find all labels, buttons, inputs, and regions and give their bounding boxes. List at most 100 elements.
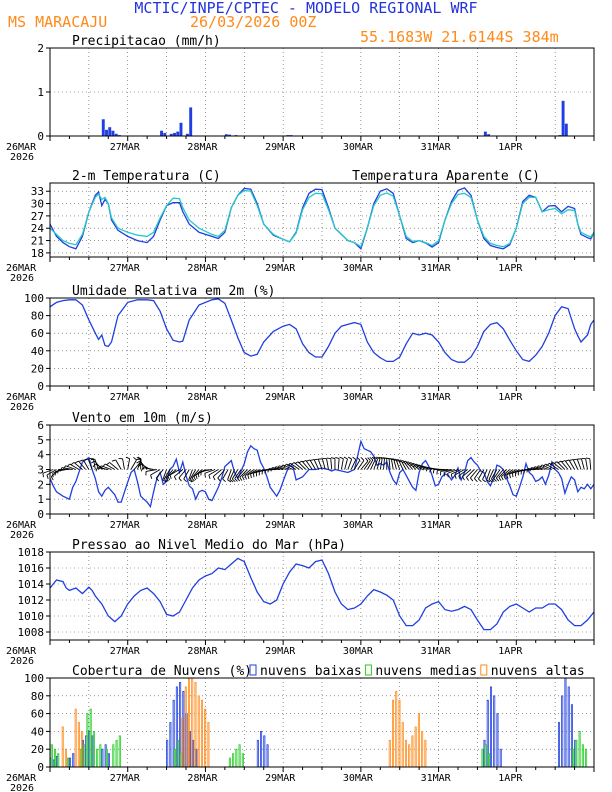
wind-barb-feather <box>227 479 232 483</box>
bar <box>160 130 164 136</box>
wind-barb <box>92 458 96 470</box>
bar <box>163 132 167 136</box>
wind-barb <box>486 469 491 480</box>
series-Umidade-Relativa <box>49 298 595 363</box>
wind-barb-feather <box>371 456 376 460</box>
x-tick-label: 29MAR <box>265 392 296 403</box>
wind-barb-feather <box>314 458 319 461</box>
legend-label: nuvens altas <box>491 664 585 679</box>
wind-barb <box>564 460 572 470</box>
wind-barb <box>275 466 287 470</box>
wind-barb <box>360 460 369 470</box>
y-tick-label: 30 <box>31 198 44 211</box>
wind-barb-feather <box>298 460 303 464</box>
wind-barb-feather <box>339 456 344 460</box>
wind-barb-feather <box>356 456 361 461</box>
wind-barb <box>212 469 222 477</box>
wind-barb-feather <box>183 478 188 483</box>
wind-barb-feather <box>290 462 295 466</box>
wind-barb <box>350 459 357 470</box>
wind-barb-feather <box>569 459 574 461</box>
header-coords: 55.1683W 21.6144S 384m <box>360 28 559 46</box>
wind-barb <box>231 469 239 480</box>
x-tick-label-year: 2026 <box>10 273 34 284</box>
wind-barb <box>383 458 385 470</box>
wind-barb-feather <box>302 460 307 463</box>
wind-barb <box>82 459 90 470</box>
wind-barb-feather <box>553 461 558 465</box>
x-tick-label: 1APR <box>498 646 523 657</box>
wind-barb-feather <box>491 478 495 483</box>
wind-barb <box>227 469 232 480</box>
y-tick-label: 100 <box>24 292 44 305</box>
y-tick-label: 1008 <box>18 626 45 639</box>
wind-barb-feather <box>191 477 195 482</box>
wind-barb-feather <box>488 479 493 483</box>
x-tick-label-year: 2026 <box>10 152 34 163</box>
wind-barb-feather <box>352 456 357 460</box>
wind-barb <box>379 458 383 470</box>
wind-barb-feather <box>208 474 211 479</box>
x-tick-label: 31MAR <box>421 142 452 153</box>
wind-barb <box>150 469 161 476</box>
wind-barb-feather <box>532 466 536 471</box>
wind-barb-feather <box>136 460 141 464</box>
x-tick-label: 1APR <box>498 520 523 531</box>
x-tick-label: 31MAR <box>421 392 452 403</box>
wind-barb-feather <box>546 462 550 467</box>
bar <box>105 129 108 136</box>
wind-barb <box>188 469 193 480</box>
wind-barb <box>503 469 514 477</box>
panel-title: Precipitacao (mm/h) <box>72 34 221 49</box>
wind-barb-feather <box>454 474 457 479</box>
wind-barb <box>321 458 326 470</box>
wind-barb-feather <box>486 479 491 483</box>
wind-barb-feather <box>244 475 247 480</box>
wind-barb-feather <box>365 457 369 462</box>
wind-barb <box>538 465 549 470</box>
header-station: MS MARACAJU <box>8 13 107 31</box>
wind-barb <box>534 466 546 470</box>
bar <box>101 119 105 136</box>
wind-barb-feather <box>98 465 102 470</box>
wind-barb-feather <box>369 456 374 461</box>
wind-barb <box>234 469 242 479</box>
wind-barb <box>576 459 582 470</box>
wind-barb <box>572 459 579 470</box>
x-tick-label-year: 2026 <box>10 530 34 541</box>
wind-barb-feather <box>222 478 226 483</box>
wind-barb-feather <box>162 479 167 483</box>
legend-swatch <box>249 664 257 676</box>
y-tick-label: 2 <box>37 478 44 491</box>
wind-barb <box>87 459 93 470</box>
wind-barb-feather <box>247 474 250 479</box>
wind-barb-feather <box>276 465 280 470</box>
wind-barb-feather <box>91 460 95 464</box>
bar <box>483 131 487 136</box>
x-tick-label: 29MAR <box>265 142 296 153</box>
wind-barb <box>155 469 164 479</box>
wind-barb <box>167 469 177 477</box>
bar <box>224 134 228 136</box>
x-tick-label-year: 2026 <box>10 402 34 413</box>
wind-barb-feather <box>217 477 221 482</box>
wind-barb <box>130 459 137 470</box>
wind-barb <box>458 469 468 477</box>
x-tick-label: 1APR <box>498 263 523 274</box>
series-Pressao <box>49 557 595 631</box>
bar <box>169 133 173 136</box>
wind-barb-feather <box>283 463 287 468</box>
wind-barb <box>493 469 501 479</box>
wind-barb-feather <box>474 478 478 482</box>
wind-barb-feather <box>165 477 169 482</box>
wind-barb <box>162 469 167 480</box>
y-tick-label: 40 <box>31 345 44 358</box>
x-tick-label: 26MAR <box>6 392 37 403</box>
wind-barb <box>61 467 73 470</box>
wind-barb-feather <box>252 473 255 478</box>
wind-barb <box>122 458 125 470</box>
wind-barb-feather <box>478 478 482 483</box>
wind-barb <box>509 469 520 475</box>
wind-barb <box>366 459 374 470</box>
